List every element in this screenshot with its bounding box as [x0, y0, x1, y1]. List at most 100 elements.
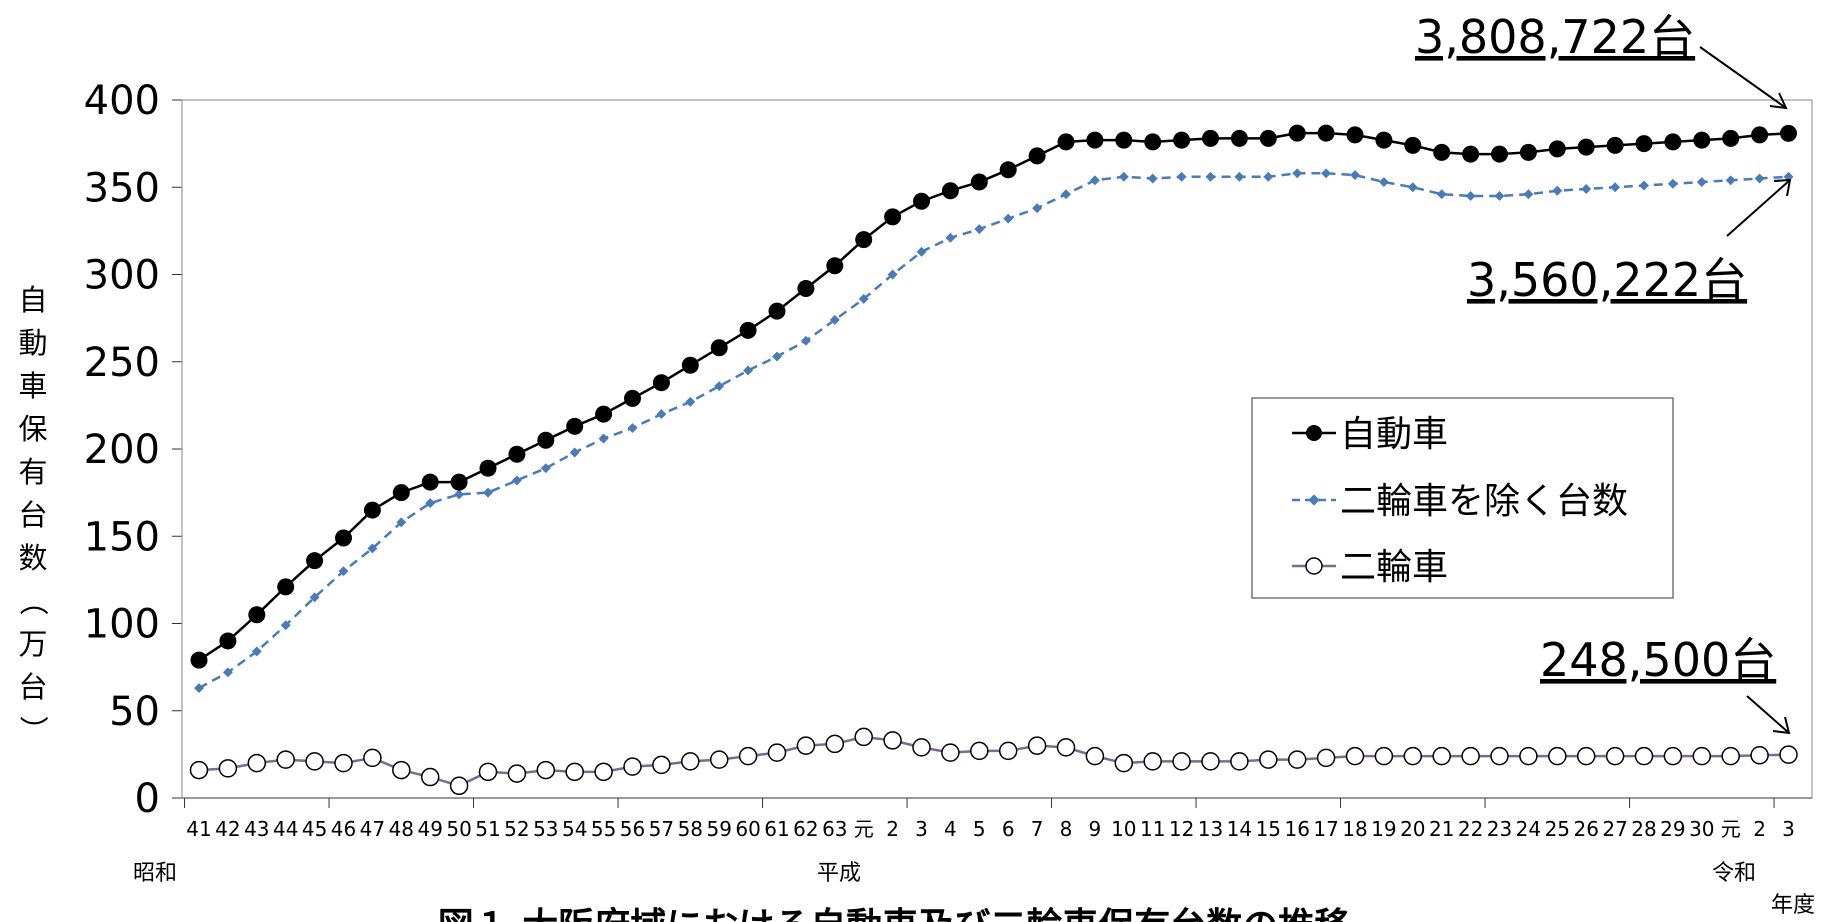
- series-point-car: [1635, 135, 1653, 153]
- y-label-char: 動: [18, 326, 47, 360]
- x-tick-label: 29: [1660, 817, 1685, 841]
- series-point-car: [739, 321, 757, 339]
- x-tick-label: 18: [1342, 817, 1367, 841]
- series-point-car: [681, 356, 699, 374]
- series-point-moto: [970, 741, 989, 761]
- x-tick-label: 45: [302, 817, 327, 841]
- x-tick-label: 60: [735, 817, 760, 841]
- series-point-excl: [743, 365, 754, 376]
- series-point-moto: [623, 757, 642, 776]
- series-point-car: [277, 578, 295, 596]
- series-point-moto: [883, 731, 902, 750]
- series-point-car: [624, 389, 641, 407]
- series-point-moto: [1259, 750, 1278, 769]
- series-point-moto: [218, 759, 238, 778]
- series-line-2: [198, 172, 1789, 690]
- x-tick-label: 元: [1721, 817, 1741, 841]
- x-tick-label: 19: [1371, 817, 1396, 841]
- y-label-char: 自: [18, 283, 47, 317]
- series-point-moto: [652, 755, 671, 775]
- series-point-excl: [1205, 171, 1216, 182]
- series-point-moto: [1663, 746, 1683, 766]
- series-point-moto: [1605, 746, 1625, 766]
- series-point-moto: [1287, 750, 1307, 769]
- x-tick-label: 57: [649, 817, 674, 841]
- series-point-car: [1230, 129, 1248, 147]
- x-tick-label: 44: [273, 817, 298, 841]
- series-point-excl: [1581, 184, 1592, 194]
- series-point-moto: [305, 752, 324, 771]
- series-point-excl: [194, 683, 204, 694]
- series-point-excl: [1610, 182, 1621, 193]
- series-point-moto: [1548, 746, 1567, 766]
- x-tick-label: 17: [1313, 817, 1338, 841]
- series-point-car: [1519, 143, 1537, 161]
- series-point-excl: [1350, 170, 1360, 180]
- series-point-moto: [1056, 738, 1076, 757]
- series-point-moto: [1374, 746, 1394, 766]
- x-tick-label: 6: [1002, 817, 1015, 841]
- series-point-moto: [912, 738, 931, 757]
- series-point-moto: [1114, 753, 1134, 773]
- series-point-moto: [1779, 745, 1798, 764]
- annotation-car-total: 3,808,722台: [1415, 10, 1695, 64]
- x-tick-label: 20: [1400, 817, 1425, 841]
- series-point-moto: [1316, 748, 1336, 768]
- x-tick-label: 55: [591, 817, 616, 841]
- x-axis-ticks: 41 42 43 44 45 46 47 48 49 50 51 52 53 54 55 56 57 58 59 60…: [182, 797, 1812, 841]
- y-tick-label: 200: [84, 427, 160, 473]
- series-point-excl: [454, 489, 465, 500]
- series-point-car: [1144, 133, 1162, 151]
- x-tick-label: 4: [944, 817, 957, 841]
- series-point-excl: [1407, 182, 1418, 193]
- series-point-excl: [627, 423, 638, 434]
- y-label-char: 車: [18, 369, 47, 403]
- series-point-car: [1462, 145, 1480, 163]
- series-point-car: [1722, 129, 1740, 147]
- series-point-excl: [1321, 168, 1332, 179]
- series-point-moto: [420, 767, 440, 787]
- x-tick-label: 63: [822, 817, 847, 841]
- series-point-car: [335, 529, 352, 547]
- series-point-car: [826, 257, 844, 275]
- legend-label-excl: 二輪車を除く台数: [1340, 481, 1628, 522]
- x-tick-label: 7: [1031, 817, 1044, 841]
- x-tick-label: 9: [1089, 817, 1102, 841]
- series-point-car: [652, 374, 670, 392]
- series-point-car: [941, 182, 959, 200]
- x-tick-label: 2: [886, 817, 899, 841]
- x-tick-label: 2: [1753, 817, 1766, 841]
- y-label-char: ）: [16, 715, 50, 744]
- x-tick-label: 41: [186, 817, 211, 841]
- series-point-moto: [1519, 746, 1538, 766]
- series-point-excl: [1523, 189, 1534, 200]
- series-point-excl: [887, 269, 898, 280]
- series-point-excl: [1118, 171, 1129, 182]
- series-point-moto: [1403, 746, 1423, 766]
- y-label-char: 有: [18, 455, 47, 489]
- series-point-excl: [1754, 173, 1765, 184]
- series-point-excl: [1234, 171, 1245, 182]
- series-point-car: [710, 339, 728, 357]
- x-tick-label: 10: [1111, 817, 1136, 841]
- series-point-moto: [738, 746, 758, 766]
- x-tick-label: 52: [504, 817, 529, 841]
- series-point-car: [1664, 133, 1682, 151]
- series-point-excl: [1061, 189, 1071, 200]
- x-tick-label: 56: [620, 817, 645, 841]
- x-tick-label: 13: [1198, 817, 1223, 841]
- x-tick-label: 42: [215, 817, 240, 841]
- y-label-char: 保: [18, 412, 47, 446]
- x-tick-label: 28: [1631, 817, 1656, 841]
- series-point-excl: [1639, 180, 1649, 191]
- series-point-moto: [1461, 746, 1480, 766]
- series-point-car: [884, 208, 902, 226]
- series-point-car: [190, 651, 208, 669]
- series-point-car: [219, 632, 237, 650]
- series-point-car: [363, 501, 381, 519]
- y-label-char: （: [16, 586, 50, 615]
- series-point-car: [1491, 145, 1508, 163]
- x-tick-label: 12: [1169, 817, 1194, 841]
- series-point-car: [537, 431, 555, 449]
- x-tick-label: 43: [244, 817, 269, 841]
